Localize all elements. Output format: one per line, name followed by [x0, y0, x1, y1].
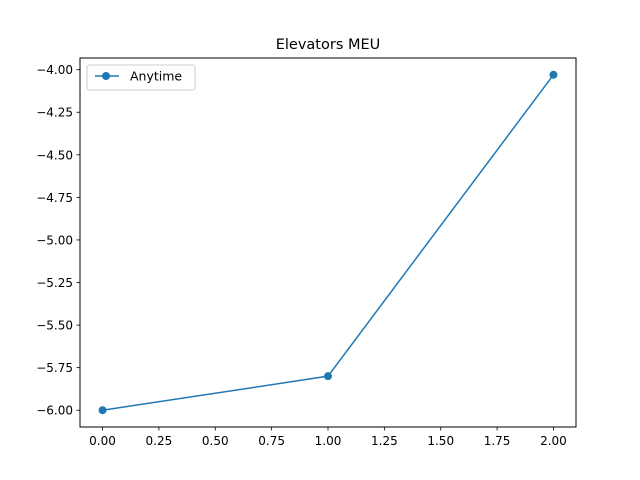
data-point [98, 406, 107, 415]
y-tick-label: −4.50 [36, 148, 73, 162]
legend-marker-anytime [102, 72, 110, 80]
x-tick-label: 0.00 [89, 434, 116, 448]
x-tick-label: 0.75 [258, 434, 285, 448]
chart-title: Elevators MEU [276, 37, 381, 53]
plot-area-frame [79, 57, 577, 428]
y-tick-label: −4.25 [36, 106, 73, 120]
y-tick-label: −5.00 [36, 233, 73, 247]
x-tick-label: 1.50 [427, 434, 454, 448]
y-tick-label: −5.50 [36, 319, 73, 333]
x-tick-label: 0.50 [202, 434, 229, 448]
x-tick-label: 1.25 [371, 434, 398, 448]
series-layer [98, 70, 558, 415]
legend: Anytime [86, 64, 196, 91]
y-tick-label: −5.75 [36, 361, 73, 375]
x-axis: 0.00 0.25 0.50 0.75 1.00 1.25 1.50 1.75 2.00 [89, 427, 567, 448]
legend-label-anytime: Anytime [130, 69, 182, 84]
x-tick-label: 2.00 [540, 434, 567, 448]
x-tick-label: 0.25 [146, 434, 173, 448]
y-tick-label: −4.00 [36, 63, 73, 77]
legend-box [86, 64, 196, 91]
data-point [324, 372, 332, 381]
x-tick-label: 1.75 [484, 434, 511, 448]
y-tick-label: −5.25 [36, 276, 73, 290]
data-point [549, 70, 558, 79]
y-tick-label: −6.00 [36, 404, 73, 418]
y-tick-label: −4.75 [36, 191, 73, 205]
y-axis: −6.00 −5.75 −5.50 −5.25 −5.00 −4.75 −4.50 −4.25… [36, 63, 80, 418]
x-tick-label: 1.00 [315, 434, 342, 448]
